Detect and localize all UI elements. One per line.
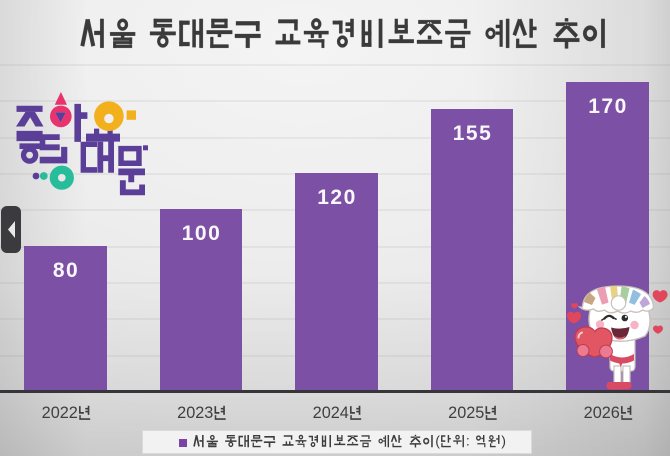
- svg-text:2: 2: [313, 404, 322, 422]
- svg-text:2: 2: [584, 404, 593, 422]
- svg-text:2: 2: [177, 404, 186, 422]
- svg-text:0: 0: [51, 404, 60, 422]
- svg-text:3: 3: [204, 404, 213, 422]
- svg-text:2: 2: [331, 404, 340, 422]
- svg-text:0: 0: [593, 404, 602, 422]
- svg-text:2: 2: [60, 404, 69, 422]
- svg-text:4: 4: [340, 404, 349, 422]
- svg-text:0: 0: [322, 404, 331, 422]
- svg-text:0: 0: [186, 404, 195, 422]
- svg-text:): ): [501, 434, 506, 450]
- svg-text:(: (: [435, 434, 440, 450]
- svg-text:2: 2: [195, 404, 204, 422]
- svg-text:2: 2: [69, 404, 78, 422]
- svg-text:6: 6: [611, 404, 620, 422]
- svg-text:2: 2: [602, 404, 611, 422]
- svg-text:2: 2: [448, 404, 457, 422]
- svg-text:2: 2: [466, 404, 475, 422]
- svg-text:5: 5: [475, 404, 484, 422]
- svg-text::: :: [466, 434, 470, 450]
- svg-text:2: 2: [42, 404, 51, 422]
- svg-text:0: 0: [457, 404, 466, 422]
